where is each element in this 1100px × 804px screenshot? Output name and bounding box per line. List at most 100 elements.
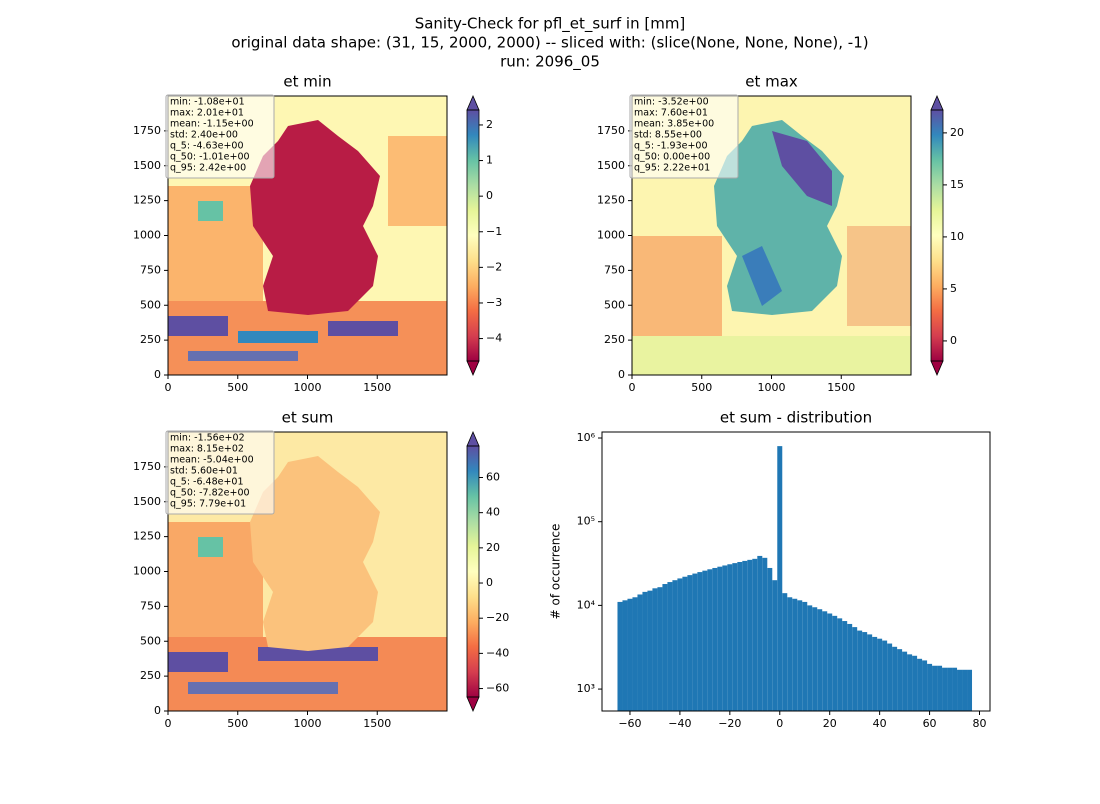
stats-text: min: -1.56e+02 xyxy=(170,433,245,444)
bar xyxy=(762,557,768,711)
stats-text: mean: 3.85e+00 xyxy=(634,119,714,130)
bar xyxy=(932,665,938,711)
bar xyxy=(947,667,953,711)
bar xyxy=(902,651,908,711)
bar xyxy=(792,598,798,711)
bar xyxy=(927,663,933,711)
stats-text: q_50: 0.00e+00 xyxy=(634,152,710,163)
y-tick-label: 500 xyxy=(604,298,625,311)
bar xyxy=(617,601,623,711)
bar xyxy=(652,588,658,711)
subplot-title: et sum - distribution xyxy=(720,409,872,427)
y-tick-label: 250 xyxy=(140,333,161,346)
map-image xyxy=(632,96,911,375)
bar xyxy=(852,627,858,711)
bar xyxy=(737,561,743,711)
bar xyxy=(642,591,648,711)
bar xyxy=(637,594,643,711)
bar xyxy=(702,570,708,711)
x-tick-label: 0 xyxy=(165,381,172,394)
stats-text: q_5: -4.63e+00 xyxy=(170,141,244,152)
bar xyxy=(872,636,878,711)
colorbar-extend xyxy=(466,696,480,713)
y-tick-label: 1000 xyxy=(133,229,161,242)
colorbar-tick-label: 2 xyxy=(486,118,493,131)
bar xyxy=(887,643,893,711)
colorbar-extend xyxy=(466,94,480,111)
stats-box xyxy=(165,430,275,515)
colorbar-tick-label: 40 xyxy=(486,506,500,519)
bar xyxy=(732,563,738,711)
x-tick-label: 1500 xyxy=(827,381,855,394)
bar xyxy=(672,580,678,711)
bar xyxy=(787,597,793,711)
bar xyxy=(717,566,723,711)
bar xyxy=(777,446,783,711)
colorbar-tick-label: 10 xyxy=(950,230,964,243)
bar xyxy=(842,621,848,711)
colorbar-tick-label: 15 xyxy=(950,178,964,191)
colorbar-tick-label: −2 xyxy=(486,260,502,273)
subplot-title: et max xyxy=(745,73,798,91)
y-tick-label: 10⁴ xyxy=(577,598,596,611)
colorbar-tick-label: 0 xyxy=(486,189,493,202)
x-tick-label: 1500 xyxy=(363,717,391,730)
colorbar-tick-label: −1 xyxy=(486,225,502,238)
bar xyxy=(847,623,853,711)
stats-text: std: 2.40e+00 xyxy=(170,130,238,141)
stats-text: q_5: -1.93e+00 xyxy=(634,141,708,152)
x-tick-label: 1500 xyxy=(363,381,391,394)
y-tick-label: 10³ xyxy=(577,682,595,695)
bar xyxy=(742,560,748,711)
x-tick-label: 500 xyxy=(227,381,248,394)
stats-text: min: -3.52e+00 xyxy=(634,97,709,108)
bar xyxy=(687,575,693,711)
suptitle: Sanity-Check for pfl_et_surf in [mm] xyxy=(415,15,686,34)
bar xyxy=(692,573,698,711)
bar xyxy=(772,580,778,711)
stats-text: q_5: -6.48e+01 xyxy=(170,477,244,488)
colorbar-extend xyxy=(466,360,480,377)
bar xyxy=(667,582,673,711)
colorbar-tick-label: 20 xyxy=(486,541,500,554)
stats-text: std: 5.60e+01 xyxy=(170,466,238,477)
colorbar-tick-label: −40 xyxy=(486,646,509,659)
stats-text: max: 8.15e+02 xyxy=(170,444,244,455)
bar xyxy=(907,654,913,711)
x-tick-label: −40 xyxy=(668,717,691,730)
y-tick-label: 10⁶ xyxy=(577,431,596,444)
x-tick-label: 500 xyxy=(691,381,712,394)
colorbar-tick-label: 20 xyxy=(950,126,964,139)
stats-text: min: -1.08e+01 xyxy=(170,97,245,108)
suptitle: original data shape: (31, 15, 2000, 2000… xyxy=(231,34,868,52)
y-tick-label: 250 xyxy=(604,333,625,346)
stats-box xyxy=(629,94,739,179)
x-tick-label: 0 xyxy=(776,717,783,730)
bar xyxy=(752,558,758,711)
map-country xyxy=(250,456,380,651)
y-tick-label: 1500 xyxy=(133,159,161,172)
bar xyxy=(802,601,808,711)
map-patch xyxy=(198,537,223,557)
colorbar-tick-label: 0 xyxy=(486,576,493,589)
bar xyxy=(967,669,973,711)
bar xyxy=(627,598,633,711)
map-patch xyxy=(742,246,782,306)
map-patch xyxy=(198,201,223,221)
x-tick-label: 60 xyxy=(923,717,937,730)
stats-text: q_95: 2.22e+01 xyxy=(634,163,710,174)
bar xyxy=(857,630,863,711)
map-patch xyxy=(328,321,398,336)
y-tick-label: 750 xyxy=(140,599,161,612)
stats-text: std: 8.55e+00 xyxy=(634,130,702,141)
subplot-title: et min xyxy=(283,73,331,91)
map-patch xyxy=(388,136,447,226)
map-image xyxy=(168,96,447,375)
bar xyxy=(962,669,968,711)
bar xyxy=(877,638,883,711)
bar xyxy=(712,567,718,711)
map-patch xyxy=(258,647,378,661)
colorbar-tick-label: −60 xyxy=(486,682,509,695)
bar xyxy=(892,646,898,711)
map-patch xyxy=(188,351,298,361)
